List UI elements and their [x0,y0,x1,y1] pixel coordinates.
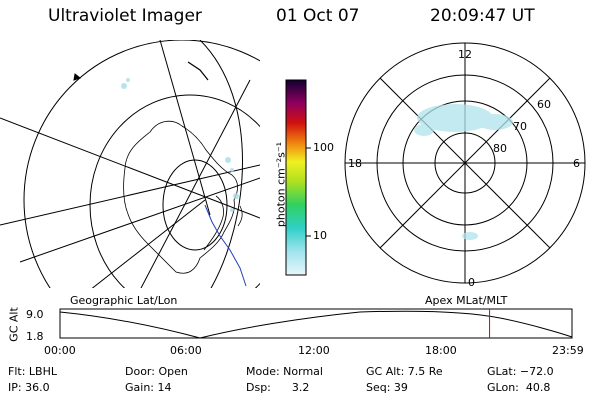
instrument-title: Ultraviolet Imager [48,6,202,26]
status-glon: GLon: 40.8 [487,381,551,394]
lat-label-80: 80 [493,142,507,155]
mlt-label-0: 0 [468,276,475,289]
status-ip: IP: 36.0 [8,381,50,394]
time-label: 20:09:47 UT [430,6,535,26]
orbit-xtick-0000: 00:00 [44,344,76,357]
mlt-label-6: 6 [573,157,580,170]
orbit-left-title: Geographic Lat/Lon [70,294,178,307]
status-door: Door: Open [125,365,188,378]
orbit-xtick-1200: 12:00 [298,344,330,357]
colorbar-tick-100: 100 [313,141,334,154]
lat-label-70: 70 [513,120,527,133]
orbit-ytick-1.8: 1.8 [26,330,44,343]
status-gain: Gain: 14 [125,381,172,394]
date-label: 01 Oct 07 [276,6,360,26]
orbit-xtick-0600: 06:00 [170,344,202,357]
orbit-xtick-2359: 23:59 [552,344,584,357]
lat-label-60: 60 [537,98,551,111]
status-glat: GLat: −72.0 [487,365,554,378]
mlt-label-18: 18 [348,157,362,170]
orbit-ytick-9: 9.0 [26,308,44,321]
orbit-xtick-1800: 18:00 [425,344,457,357]
status-seq: Seq: 39 [366,381,408,394]
orbit-right-title: Apex MLat/MLT [425,294,508,307]
colorbar-tick-10: 10 [313,229,327,242]
orbit-yaxis-label: GC Alt [7,307,21,342]
status-dsp: Dsp: 3.2 [246,381,310,394]
status-gc-alt: GC Alt: 7.5 Re [366,365,443,378]
status-mode: Mode: Normal [246,365,323,378]
mlt-label-12: 12 [458,48,472,61]
status-flt: Flt: LBHL [8,365,57,378]
